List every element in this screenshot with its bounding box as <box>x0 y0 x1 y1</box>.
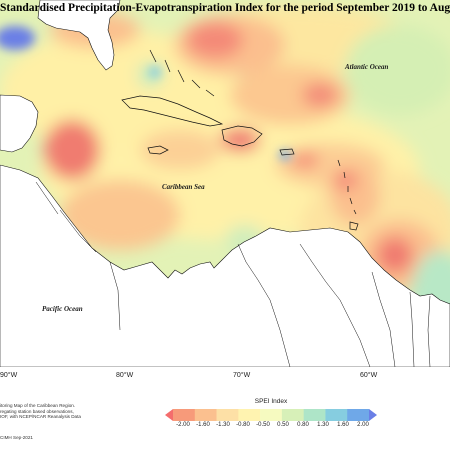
legend-ticks: -2.00 -1.60 -1.30 -0.80 -0.50 0.50 0.80 … <box>173 422 373 432</box>
pacific-ocean-label: Pacific Ocean <box>42 305 83 313</box>
hispaniola-outline <box>221 125 263 147</box>
legend-swatch <box>281 409 304 421</box>
legend-swatch <box>165 409 173 421</box>
legend-swatch <box>194 409 217 421</box>
trinidad-outline <box>349 221 359 231</box>
lesser-antilles-outline <box>337 159 357 215</box>
island-outlines <box>121 49 359 231</box>
copyright-text: CIMH Sep-2021 <box>0 435 33 440</box>
legend-swatch <box>238 409 261 421</box>
legend-title: SPEI Index <box>254 398 288 405</box>
legend-swatch <box>347 409 370 421</box>
legend-swatch <box>173 409 196 421</box>
atlantic-ocean-label: Atlantic Ocean <box>345 63 389 71</box>
footer-note-line: regating station based observations, <box>0 408 74 414</box>
florida-landmass <box>37 0 121 71</box>
longitude-label-80w: 80°W <box>116 372 134 379</box>
spei-map: Standardised Precipitation-Evapotranspir… <box>0 0 450 367</box>
legend-colorbar <box>165 409 377 421</box>
legend-tick: -1.60 <box>196 422 210 428</box>
spei-legend: SPEI Index -2.00 -1.60 -1.30 -0.80 -0.50… <box>165 398 377 438</box>
legend-tick: -0.80 <box>236 422 250 428</box>
legend-tick: -0.50 <box>256 422 270 428</box>
legend-tick: 1.30 <box>317 422 329 428</box>
legend-swatch <box>325 409 348 421</box>
central-america-landmass <box>0 164 450 367</box>
legend-tick: 0.50 <box>277 422 289 428</box>
longitude-label-60w: 60°W <box>360 372 378 379</box>
footer-note: itoring Map of the Caribbean Region. reg… <box>0 403 125 420</box>
legend-tick: 0.80 <box>297 422 309 428</box>
map-canvas <box>0 0 450 367</box>
jamaica-outline <box>147 145 169 155</box>
bahamas-outline <box>149 49 215 97</box>
yucatan-landmass <box>0 94 39 153</box>
landmass-group <box>0 0 450 367</box>
legend-swatch <box>216 409 239 421</box>
puerto-rico-outline <box>279 148 295 156</box>
country-borders <box>35 181 431 367</box>
footer-note-line: IOF, with NCEP/NCAR Reanalysis Data <box>0 414 81 420</box>
legend-tick: -2.00 <box>176 422 190 428</box>
legend-swatch <box>303 409 326 421</box>
legend-tick: 2.00 <box>357 422 369 428</box>
map-title: Standardised Precipitation-Evapotranspir… <box>0 2 450 14</box>
caribbean-sea-label: Caribbean Sea <box>162 183 205 191</box>
longitude-label-70w: 70°W <box>233 372 251 379</box>
legend-tick: 1.60 <box>337 422 349 428</box>
footer-note-line: itoring Map of the Caribbean Region. <box>0 403 76 408</box>
longitude-label-90w: 90°W <box>0 372 18 379</box>
cuba-outline <box>121 95 224 127</box>
legend-swatch <box>260 409 283 421</box>
legend-swatch <box>369 409 377 421</box>
legend-tick: -1.30 <box>216 422 230 428</box>
